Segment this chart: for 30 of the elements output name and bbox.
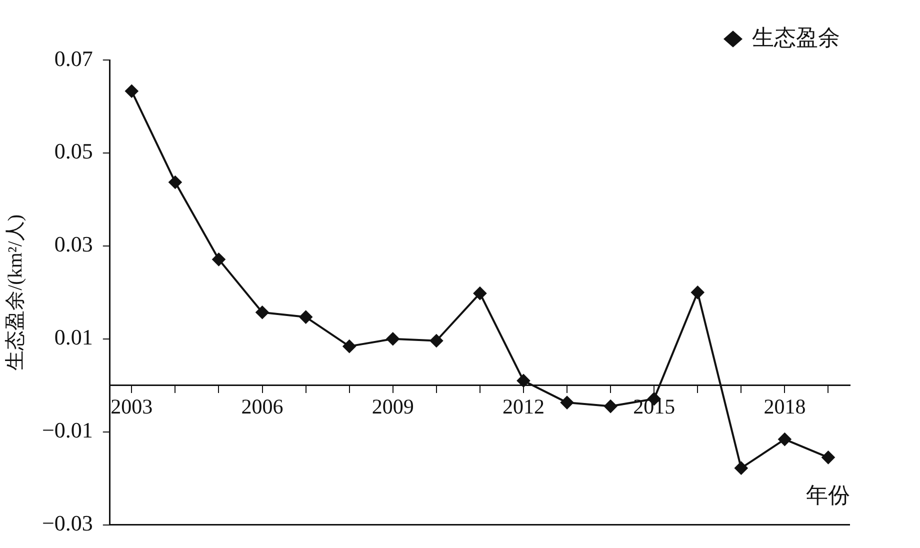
- x-tick-label: 2018: [764, 394, 806, 418]
- y-tick-label: −0.01: [42, 418, 93, 443]
- point: [691, 286, 704, 299]
- x-tick-label: 2006: [241, 394, 284, 418]
- point: [560, 396, 574, 410]
- y-tick-label: 0.03: [54, 232, 93, 257]
- point: [299, 310, 312, 324]
- y-tick-label: −0.03: [42, 510, 93, 536]
- x-tick-label: 2009: [372, 394, 414, 418]
- y-axis-title: 生态盈余/(km²/人): [4, 214, 26, 370]
- y-tick-label: 0.01: [54, 324, 93, 350]
- point: [168, 176, 182, 189]
- point: [778, 432, 792, 446]
- point: [822, 450, 835, 464]
- point: [430, 334, 443, 348]
- y-tick-label: 0.07: [54, 46, 93, 71]
- point: [256, 306, 269, 319]
- point: [604, 400, 618, 413]
- x-axis-title: 年份: [806, 482, 850, 508]
- legend-label: 生态盈余: [752, 24, 840, 50]
- x-tick-label: 2003: [110, 394, 153, 418]
- point: [125, 84, 138, 98]
- point: [473, 286, 486, 300]
- point: [734, 462, 748, 475]
- y-tick-label: 0.05: [54, 138, 93, 164]
- point: [342, 340, 356, 353]
- x-tick-label: 2012: [502, 394, 544, 418]
- point: [212, 252, 226, 266]
- point: [386, 332, 400, 346]
- point: [516, 374, 530, 388]
